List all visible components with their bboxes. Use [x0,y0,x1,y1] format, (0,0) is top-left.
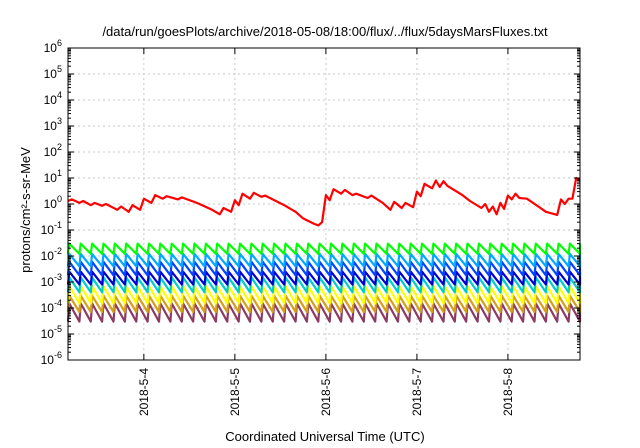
x-tick-label: 2018-5-7 [410,368,424,416]
series-line [66,302,582,323]
series-line [66,276,582,294]
x-axis: 2018-5-4 2018-5-5 2018-5-6 2018-5-7 2018-5-8 [137,48,515,416]
y-tick-label: 103 [44,116,62,133]
series-line [67,176,581,227]
series-layer [66,176,582,323]
y-tick-label: 10-1 [41,220,62,237]
y-axis-title: protons/cm²-s-sr-MeV [18,147,33,273]
y-tick-label: 101 [44,168,62,185]
x-tick-label: 2018-5-8 [501,368,515,416]
series-line [66,284,582,305]
y-tick-label: 10-3 [41,272,62,289]
y-tick-label: 106 [44,38,62,55]
y-tick-label: 10-6 [41,350,62,367]
plot-frame [67,47,581,361]
series-line [66,242,582,255]
series-line [66,270,582,286]
series-line [66,260,582,277]
y-tick-label: 100 [44,194,62,211]
y-tick-label: 105 [44,64,62,81]
y-tick-label: 10-4 [41,298,62,315]
y-tick-label: 104 [44,90,62,107]
x-axis-title: Coordinated Universal Time (UTC) [225,429,424,444]
y-tick-label: 10-2 [41,246,62,263]
x-tick-label: 2018-5-6 [319,368,333,416]
y-tick-label: 102 [44,142,62,159]
series-line [66,252,582,268]
x-tick-label: 2018-5-5 [228,368,242,416]
x-tick-label: 2018-5-4 [137,368,151,416]
y-tick-label: 10-5 [41,324,62,341]
series-line [66,294,582,314]
chart-title: /data/run/goesPlots/archive/2018-05-08/1… [102,24,548,39]
